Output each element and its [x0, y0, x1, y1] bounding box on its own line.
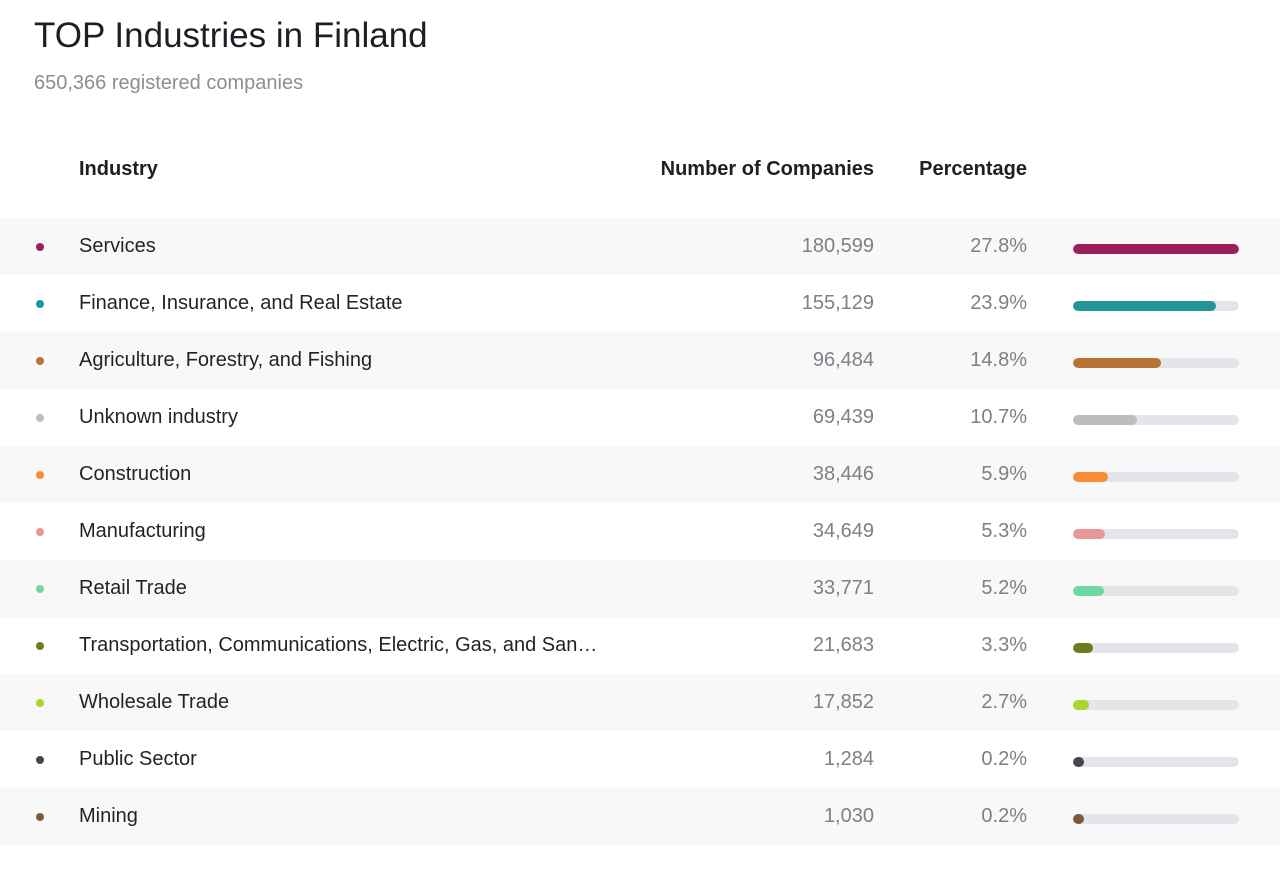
industry-name: Public Sector	[79, 748, 197, 770]
percentage-value: 3.3%	[981, 634, 1027, 656]
company-count: 33,771	[812, 577, 874, 599]
industry-name: Transportation, Communications, Electric…	[79, 634, 599, 656]
percentage-bar-fill	[1073, 814, 1084, 824]
percentage-bar	[1073, 358, 1239, 368]
industry-name: Finance, Insurance, and Real Estate	[79, 292, 403, 314]
percentage-bar-fill	[1073, 700, 1090, 710]
company-count: 69,439	[812, 406, 874, 428]
company-count: 155,129	[801, 292, 874, 314]
table-row[interactable]: Wholesale Trade 17,852 2.7%	[0, 674, 1280, 731]
percentage-value: 5.2%	[981, 577, 1027, 599]
table-row[interactable]: Construction 38,446 5.9%	[0, 446, 1280, 503]
percentage-bar-fill	[1073, 472, 1109, 482]
percentage-value: 2.7%	[981, 691, 1027, 713]
table-row[interactable]: Manufacturing 34,649 5.3%	[0, 503, 1280, 560]
company-count: 17,852	[812, 691, 874, 713]
table-row[interactable]: Mining 1,030 0.2%	[0, 788, 1280, 845]
color-dot-icon	[36, 414, 44, 422]
column-header-percentage: Percentage	[919, 158, 1027, 180]
percentage-bar	[1073, 757, 1239, 767]
table-row[interactable]: Finance, Insurance, and Real Estate 155,1…	[0, 275, 1280, 332]
company-count: 1,030	[823, 805, 874, 827]
percentage-bar	[1073, 472, 1239, 482]
percentage-bar-fill	[1073, 358, 1162, 368]
color-dot-icon	[36, 357, 44, 365]
percentage-bar-fill	[1073, 757, 1084, 767]
color-dot-icon	[36, 471, 44, 479]
table-row[interactable]: Agriculture, Forestry, and Fishing 96,484…	[0, 332, 1280, 389]
percentage-value: 5.3%	[981, 520, 1027, 542]
percentage-value: 27.8%	[970, 235, 1027, 257]
percentage-bar	[1073, 700, 1239, 710]
company-count: 38,446	[812, 463, 874, 485]
percentage-bar	[1073, 814, 1239, 824]
company-count: 34,649	[812, 520, 874, 542]
table-row[interactable]: Public Sector 1,284 0.2%	[0, 731, 1280, 788]
industry-name: Manufacturing	[79, 520, 206, 542]
percentage-bar	[1073, 529, 1239, 539]
column-header-industry: Industry	[79, 158, 158, 180]
percentage-bar	[1073, 244, 1239, 254]
percentage-value: 10.7%	[970, 406, 1027, 428]
company-count: 96,484	[812, 349, 874, 371]
table-header: Industry Number of Companies Percentage	[0, 158, 1280, 184]
percentage-bar-fill	[1073, 244, 1239, 254]
industry-name: Wholesale Trade	[79, 691, 230, 713]
percentage-value: 5.9%	[981, 463, 1027, 485]
percentage-bar	[1073, 586, 1239, 596]
company-count: 1,284	[823, 748, 874, 770]
industry-table: Services 180,599 27.8% Finance, Insurance, …	[0, 218, 1280, 845]
percentage-bar-fill	[1073, 643, 1093, 653]
color-dot-icon	[36, 243, 44, 251]
color-dot-icon	[36, 528, 44, 536]
percentage-bar-fill	[1073, 415, 1137, 425]
table-row[interactable]: Unknown industry 69,439 10.7%	[0, 389, 1280, 446]
industry-name: Unknown industry	[79, 406, 238, 428]
percentage-bar	[1073, 643, 1239, 653]
color-dot-icon	[36, 585, 44, 593]
percentage-value: 23.9%	[970, 292, 1027, 314]
percentage-value: 0.2%	[981, 748, 1027, 770]
industry-name: Agriculture, Forestry, and Fishing	[79, 349, 373, 371]
industry-name: Services	[79, 235, 156, 257]
percentage-value: 14.8%	[970, 349, 1027, 371]
percentage-bar-fill	[1073, 529, 1105, 539]
color-dot-icon	[36, 813, 44, 821]
subtitle: 650,366 registered companies	[34, 72, 304, 94]
industry-name: Construction	[79, 463, 192, 485]
percentage-bar	[1073, 415, 1239, 425]
percentage-bar-fill	[1073, 586, 1105, 596]
table-row[interactable]: Transportation, Communications, Electric…	[0, 617, 1280, 674]
percentage-value: 0.2%	[981, 805, 1027, 827]
company-count: 21,683	[812, 634, 874, 656]
industry-name: Mining	[79, 805, 138, 827]
percentage-bar-fill	[1073, 301, 1216, 311]
company-count: 180,599	[801, 235, 874, 257]
table-row[interactable]: Services 180,599 27.8%	[0, 218, 1280, 275]
table-row[interactable]: Retail Trade 33,771 5.2%	[0, 560, 1280, 617]
color-dot-icon	[36, 300, 44, 308]
industry-name: Retail Trade	[79, 577, 187, 599]
percentage-bar	[1073, 301, 1239, 311]
column-header-count: Number of Companies	[660, 158, 874, 180]
color-dot-icon	[36, 756, 44, 764]
color-dot-icon	[36, 699, 44, 707]
page-title: TOP Industries in Finland	[34, 16, 428, 55]
color-dot-icon	[36, 642, 44, 650]
